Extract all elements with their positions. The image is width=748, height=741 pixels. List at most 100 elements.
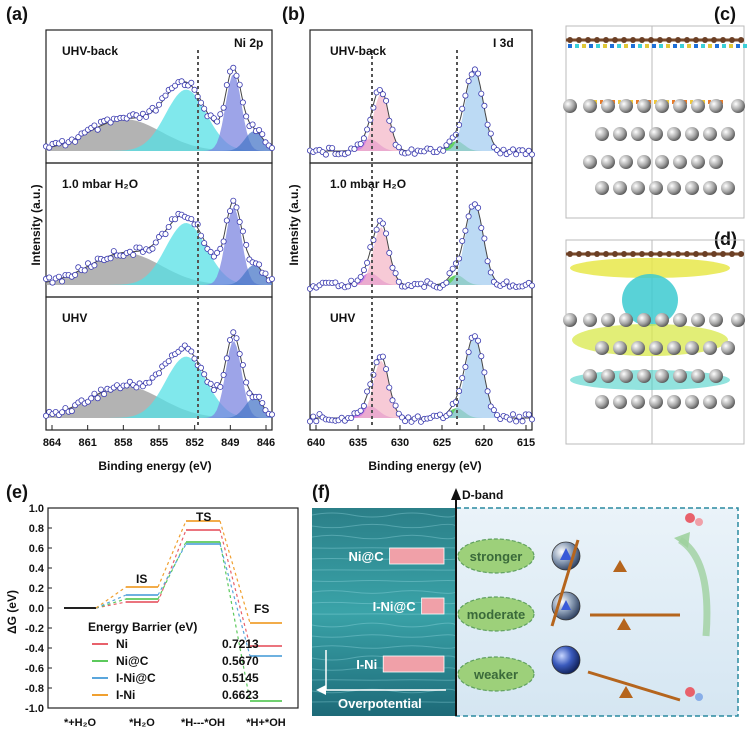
xps-data-point (240, 362, 245, 367)
xps-data-point (358, 274, 363, 279)
xps-tick-label: 635 (349, 437, 367, 449)
charge-point (701, 44, 705, 48)
panel-f-dband-label: D-band (462, 488, 503, 502)
xps-data-point (358, 141, 363, 146)
xps-data-point (153, 240, 158, 245)
f-bar-label: I-Ni@C (373, 599, 417, 614)
e-legend-name: I-Ni@C (116, 671, 156, 685)
xps-data-point (476, 71, 481, 76)
xps-data-point (374, 227, 379, 232)
xps-data-point (95, 127, 100, 132)
xps-data-point (365, 260, 370, 265)
xps-data-point (224, 356, 229, 361)
xps-data-point (150, 246, 155, 251)
xps-data-point (156, 371, 161, 376)
carbon-atom (711, 37, 717, 43)
charge-point (596, 44, 600, 48)
xps-data-point (387, 118, 392, 123)
xps-data-point (491, 407, 496, 412)
ni-atom (613, 341, 627, 355)
panel-b-xlabel: Binding energy (eV) (368, 459, 481, 473)
ni-atom (583, 369, 597, 383)
ni-atom (595, 395, 609, 409)
carbon-atom (648, 251, 654, 257)
xps-tick-label: 620 (475, 437, 493, 449)
xps-data-point (365, 127, 370, 132)
ni-atom (583, 313, 597, 327)
charge-point (582, 44, 586, 48)
panel-e-letter: (e) (6, 482, 28, 502)
e-ytick-label: 0.8 (29, 523, 44, 535)
ni-atom (583, 99, 597, 113)
xps-fit-component (310, 94, 532, 151)
xps-data-point (218, 246, 223, 251)
carbon-atom (621, 251, 627, 257)
carbon-atom (684, 251, 690, 257)
ni-atom (631, 181, 645, 195)
xps-data-point (147, 380, 152, 385)
charge-point (659, 44, 663, 48)
ni-atom (673, 369, 687, 383)
charge-point (722, 44, 726, 48)
panel-b-row3-label: UHV (330, 311, 355, 325)
panel-e-xcats: *+H₂O*H₂O*H---*OH*H+*OH (64, 717, 286, 729)
charge-point (680, 44, 684, 48)
xps-data-point (479, 225, 484, 230)
xps-data-point (208, 249, 213, 254)
panel-f-dband-arrow (451, 488, 461, 500)
xps-data-point (384, 98, 389, 103)
xps-envelope (310, 337, 532, 418)
charge-point (624, 44, 628, 48)
xps-data-point (189, 216, 194, 221)
charge-point (617, 44, 621, 48)
xps-data-point (365, 389, 370, 394)
xps-data-point (250, 122, 255, 127)
xps-data-point (396, 279, 401, 284)
e-legend-name: Ni (116, 637, 128, 651)
xps-data-point (231, 330, 236, 335)
e-xcat-label: *H₂O (129, 717, 155, 729)
carbon-atom (648, 37, 654, 43)
panel-b-ylabel: Intensity (a.u.) (287, 184, 301, 265)
charge-point (631, 44, 635, 48)
xps-data-point (460, 238, 465, 243)
xps-tick-label: 858 (114, 437, 132, 449)
f-bar-I-Ni@C (422, 598, 444, 614)
ni-atom (685, 127, 699, 141)
ni-atom (709, 155, 723, 169)
xps-data-point (447, 271, 452, 276)
xps-data-point (240, 229, 245, 234)
xps-data-point (260, 400, 265, 405)
xps-data-point (330, 146, 335, 151)
xps-data-point (73, 139, 78, 144)
xps-data-point (198, 100, 203, 105)
carbon-atom (603, 251, 609, 257)
xps-data-point (488, 270, 493, 275)
charge-point (575, 44, 579, 48)
charge-point (694, 44, 698, 48)
xps-data-point (460, 375, 465, 380)
xps-data-point (517, 414, 522, 419)
ni-atom (685, 181, 699, 195)
e-xcat-label: *H---*OH (181, 717, 225, 729)
xps-data-point (460, 106, 465, 111)
e-legend-barrier: 0.5670 (222, 654, 259, 668)
xps-data-point (520, 419, 525, 424)
ni-atom (619, 99, 633, 113)
carbon-atom (738, 37, 744, 43)
xps-data-point (192, 87, 197, 92)
carbon-atom (630, 37, 636, 43)
xps-data-point (361, 268, 366, 273)
xps-data-point (390, 127, 395, 132)
ni-atom (709, 313, 723, 327)
xps-data-point (396, 145, 401, 150)
panel-a: (a) UHV-back 1.0 mbar H₂O UHV Ni 2p Inte… (6, 4, 275, 473)
xps-fit-component (310, 204, 532, 286)
carbon-atom (702, 251, 708, 257)
panel-f-overpotential-label: Overpotential (338, 696, 422, 711)
xps-data-point (441, 148, 446, 153)
xps-data-point (380, 354, 385, 359)
f-strength-label: stronger (470, 549, 523, 564)
